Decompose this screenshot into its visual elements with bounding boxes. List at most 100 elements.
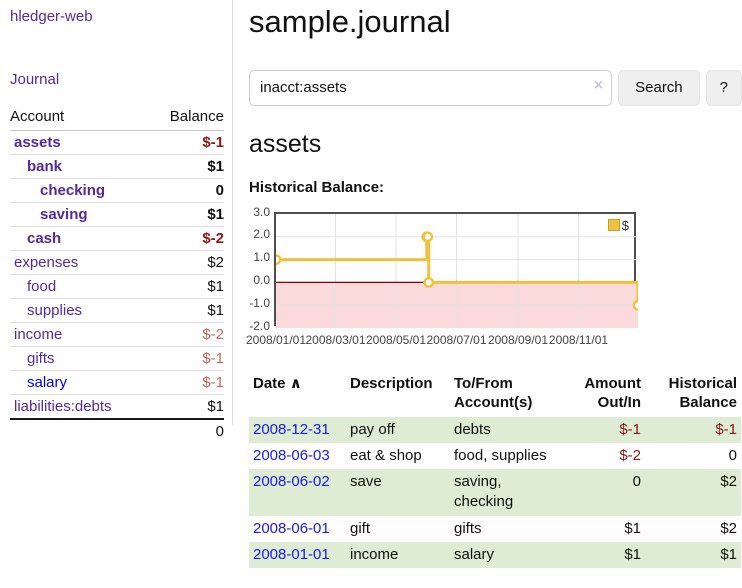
account-table-body: assets $-1 bank $1 checking 0 saving $1 cash $-2 e… — [10, 131, 224, 419]
sidebar-item-journal[interactable]: Journal — [10, 71, 60, 88]
brand-link[interactable]: hledger-web — [10, 8, 93, 25]
search-input[interactable] — [249, 69, 613, 106]
transaction-amount: 0 — [632, 473, 641, 491]
main-content: sample.journal × Search ? assets Histori… — [233, 0, 742, 588]
transaction-row[interactable]: 2008-01-01 income salary $1 $1 — [249, 541, 741, 569]
y-tick-label: 1.0 — [253, 250, 270, 265]
search-form: × Search ? — [249, 69, 742, 106]
account-row: checking 0 — [10, 178, 224, 203]
transaction-date-link[interactable]: 2008-06-02 — [253, 473, 330, 491]
account-link-gifts[interactable]: gifts — [27, 350, 55, 367]
transaction-description: eat & shop — [350, 446, 422, 464]
search-box: × — [249, 69, 613, 106]
transaction-description: save — [350, 473, 382, 491]
account-row: liabilities:debts $1 — [10, 394, 224, 419]
x-tick-label: 2008/01/01 — [245, 332, 307, 347]
register-table: Date ∧ Description To/From Account(s) Am… — [249, 372, 741, 569]
chart-canvas — [276, 213, 638, 328]
sidebar: hledger-web Journal Account Balance asse… — [0, 0, 233, 443]
transaction-amount: $-1 — [619, 420, 641, 438]
account-balance-table: Account Balance assets $-1 bank $1 checking 0… — [10, 104, 224, 443]
transaction-accounts: food, supplies — [454, 446, 547, 464]
search-button[interactable]: Search — [618, 69, 700, 106]
transaction-date-link[interactable]: 2008-06-01 — [249, 516, 346, 542]
transaction-date-link[interactable]: 2008-12-31 — [249, 417, 346, 443]
transaction-accounts: saving, checking — [454, 473, 514, 511]
transaction-description: pay off — [350, 420, 395, 438]
transaction-date-link[interactable]: 2008-06-01 — [253, 519, 330, 537]
account-link-salary[interactable]: salary — [27, 374, 68, 391]
account-link-cash[interactable]: cash — [27, 230, 62, 247]
account-link-expenses[interactable]: expenses — [14, 254, 79, 271]
balance-column-header-register: Historical Balance — [668, 374, 737, 412]
balance-column-header: Balance — [149, 104, 224, 131]
account-balance: $1 — [149, 274, 224, 299]
account-row: bank $1 — [10, 154, 224, 179]
transaction-accounts: salary — [454, 545, 495, 563]
account-balance: $-1 — [149, 370, 224, 395]
account-balance: $1 — [149, 394, 224, 419]
transaction-row[interactable]: 2008-12-31 pay off debts $-1 $-1 — [249, 416, 741, 443]
transaction-date-link[interactable]: 2008-06-03 — [249, 443, 346, 469]
total-balance: 0 — [149, 418, 224, 443]
account-heading: assets — [249, 129, 322, 158]
account-link-food[interactable]: food — [27, 278, 57, 295]
account-link-saving[interactable]: saving — [40, 206, 88, 223]
account-balance: $2 — [149, 250, 224, 275]
help-button[interactable]: ? — [705, 69, 742, 106]
account-link-checking[interactable]: checking — [40, 182, 106, 199]
account-balance: $1 — [149, 298, 224, 323]
account-balance: $1 — [149, 202, 224, 227]
account-row: saving $1 — [10, 202, 224, 227]
account-balance: 0 — [149, 178, 224, 203]
transaction-balance: $2 — [720, 519, 737, 537]
account-link-income[interactable]: income — [14, 326, 63, 343]
x-tick-label: 2008/03/01 — [305, 332, 366, 347]
chart-plot-area: $ — [274, 211, 638, 328]
account-balance: $-2 — [149, 322, 224, 347]
transaction-row[interactable]: 2008-06-03 eat & shop food, supplies $-2 0 — [249, 443, 741, 469]
account-row: gifts $-1 — [10, 346, 224, 371]
x-tick-label: 2008/11/01 — [548, 332, 609, 347]
accounts-column-header: To/From Account(s) — [454, 374, 533, 412]
account-row: salary $-1 — [10, 370, 224, 395]
transaction-balance: $2 — [720, 473, 737, 491]
transaction-amount: $1 — [624, 519, 641, 537]
amount-column-header: Amount Out/In — [584, 374, 641, 412]
y-tick-label: -2.0 — [249, 318, 270, 333]
transaction-accounts: debts — [454, 420, 491, 438]
account-link-liabilities-debts[interactable]: liabilities:debts — [14, 398, 112, 415]
date-column-header[interactable]: Date ∧ — [253, 374, 302, 392]
account-link-assets[interactable]: assets — [14, 134, 61, 151]
transaction-date-link[interactable]: 2008-01-01 — [249, 542, 346, 568]
y-tick-label: 2.0 — [253, 227, 270, 242]
transaction-row[interactable]: 2008-06-02 save saving, checking 0 $2 — [249, 469, 741, 516]
account-row: supplies $1 — [10, 298, 224, 323]
clear-search-icon[interactable]: × — [593, 76, 604, 94]
account-link-bank[interactable]: bank — [27, 158, 63, 175]
transaction-amount: $-2 — [619, 446, 641, 464]
y-tick-label: -1.0 — [249, 295, 270, 310]
chart-heading: Historical Balance: — [249, 178, 385, 196]
register-table-body: 2008-12-31 pay off debts $-1 $-1 2008-06-03 ea… — [249, 416, 741, 569]
y-tick-label: 3.0 — [253, 204, 270, 219]
account-row: assets $-1 — [10, 131, 224, 155]
transaction-accounts: gifts — [454, 519, 482, 537]
legend-swatch-icon — [607, 219, 620, 232]
transaction-date-link[interactable]: 2008-06-03 — [253, 446, 330, 464]
transaction-balance: $1 — [720, 545, 737, 563]
transaction-date-link[interactable]: 2008-12-31 — [253, 420, 330, 438]
transaction-amount: $1 — [624, 545, 641, 563]
description-column-header: Description — [350, 374, 433, 392]
transaction-date-link[interactable]: 2008-06-02 — [249, 469, 346, 516]
transaction-row[interactable]: 2008-06-01 gift gifts $1 $2 — [249, 516, 741, 542]
transaction-balance: 0 — [728, 446, 737, 464]
historical-balance-chart: $ 3.0 2.0 1.0 0.0 -1.0 -2.0 2008/01/01 2008/03… — [245, 204, 679, 354]
transaction-description: income — [350, 545, 399, 563]
account-column-header: Account — [10, 104, 150, 131]
account-link-supplies[interactable]: supplies — [27, 302, 83, 319]
chart-legend: $ — [605, 216, 631, 234]
x-tick-label: 2008/09/01 — [487, 332, 549, 347]
x-tick-label: 2008/05/01 — [365, 332, 427, 347]
transaction-date-link[interactable]: 2008-01-01 — [253, 545, 330, 563]
